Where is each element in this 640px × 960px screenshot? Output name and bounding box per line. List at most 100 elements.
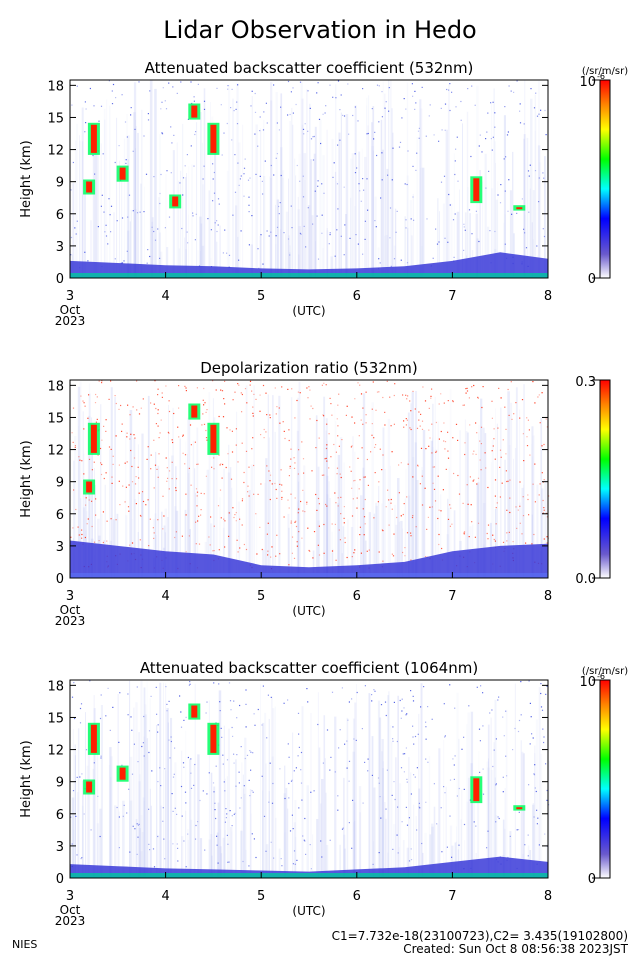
profile-streak [495, 815, 498, 878]
profile-streak [238, 142, 241, 278]
profile-streak [144, 704, 147, 878]
speckle [73, 489, 75, 491]
speckle [76, 854, 78, 856]
speckle [540, 692, 542, 695]
speckle [131, 542, 134, 544]
speckle [140, 407, 142, 409]
profile-streak [435, 449, 438, 578]
speckle [352, 799, 354, 801]
profile-streak [121, 168, 123, 278]
speckle [182, 452, 184, 454]
speckle [171, 142, 173, 144]
profile-streak [87, 723, 91, 878]
speckle [93, 105, 95, 107]
speckle [268, 235, 270, 237]
speckle [153, 230, 155, 233]
profile-streak [509, 831, 512, 878]
profile-streak [191, 164, 193, 278]
speckle [153, 866, 156, 868]
speckle [357, 382, 359, 384]
profile-streak [215, 435, 218, 578]
speckle [97, 454, 99, 456]
profile-streak [181, 836, 184, 878]
speckle [259, 116, 261, 118]
profile-streak [297, 397, 300, 578]
speckle [353, 552, 355, 554]
speckle [498, 387, 500, 389]
speckle [273, 84, 275, 86]
speckle [365, 422, 367, 424]
speckle [431, 718, 433, 720]
speckle [542, 728, 544, 730]
speckle [421, 475, 423, 477]
speckle [348, 760, 351, 762]
speckle [309, 389, 311, 391]
speckle [114, 395, 116, 397]
speckle [193, 784, 195, 786]
speckle [146, 262, 148, 264]
speckle [362, 508, 364, 510]
colorbar-top-exponent: -6 [597, 72, 605, 81]
colorbar-bottom-label: 0 [588, 872, 596, 887]
profile-streak [493, 88, 495, 279]
speckle [174, 807, 176, 809]
speckle [166, 467, 168, 469]
speckle [203, 165, 205, 167]
speckle [325, 447, 328, 450]
profile-streak [408, 519, 410, 578]
speckle [262, 129, 265, 131]
profile-streak [298, 381, 301, 578]
speckle [164, 227, 166, 229]
x-tick-label: 7 [448, 289, 456, 304]
profile-streak [114, 397, 116, 578]
speckle [278, 213, 280, 215]
profile-streak [531, 426, 534, 578]
speckle [475, 422, 477, 424]
speckle [450, 507, 452, 509]
speckle [409, 427, 411, 429]
profile-streak [187, 839, 189, 878]
speckle [543, 443, 545, 446]
profile-streak [287, 513, 290, 578]
speckle [390, 498, 392, 501]
speckle [302, 175, 304, 177]
speckle [328, 433, 330, 435]
profile-streak [242, 774, 244, 878]
profile-streak [432, 403, 434, 578]
speckle [182, 762, 185, 764]
speckle [517, 829, 520, 831]
speckle [359, 526, 361, 528]
speckle [288, 507, 290, 509]
speckle [326, 729, 329, 731]
speckle [515, 402, 517, 404]
speckle [506, 540, 508, 542]
profile-streak [290, 397, 293, 578]
speckle [548, 495, 550, 497]
cloud-core [119, 767, 126, 780]
profile-streak [317, 520, 320, 578]
speckle [237, 383, 239, 385]
profile-streak [450, 203, 453, 278]
profile-streak [372, 106, 375, 278]
speckle [366, 133, 368, 135]
speckle [295, 520, 297, 522]
profile-streak [97, 125, 99, 278]
profile-streak [79, 140, 81, 278]
speckle [444, 792, 446, 794]
speckle [194, 133, 196, 136]
profile-streak [438, 748, 441, 878]
speckle [215, 389, 217, 391]
profile-streak [421, 470, 424, 578]
speckle [543, 235, 546, 238]
speckle [249, 177, 251, 179]
speckle [519, 522, 521, 524]
speckle [180, 81, 182, 83]
profile-streak [135, 119, 136, 279]
speckle [134, 828, 136, 830]
speckle [407, 150, 409, 152]
speckle [310, 791, 312, 793]
speckle [118, 847, 120, 849]
speckle [148, 808, 150, 810]
speckle [235, 512, 237, 514]
speckle [322, 113, 324, 115]
